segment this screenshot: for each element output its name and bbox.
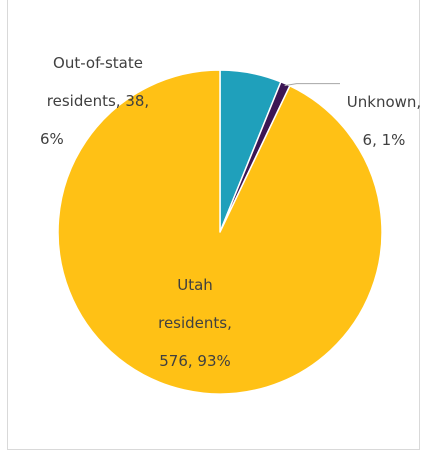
label-utah-line-2: residents,: [158, 314, 232, 332]
label-out-of-state-line-2: residents, 38,: [46, 92, 150, 110]
label-unknown-line-2: 6, 1%: [362, 131, 406, 149]
unknown-leader-line: [284, 83, 340, 87]
pie-slices: [57, 69, 383, 395]
label-out-of-state-line-1: Out-of-state: [53, 54, 143, 72]
label-utah-line-1: Utah: [177, 276, 213, 294]
label-utah-residents: Utah residents, 576, 93%: [135, 257, 255, 390]
label-unknown-line-1: Unknown,: [346, 93, 422, 111]
label-utah-line-3: 576, 93%: [159, 352, 231, 370]
label-out-of-state-line-3: 6%: [40, 130, 64, 148]
label-unknown: Unknown, 6, 1%: [342, 74, 426, 169]
label-out-of-state-residents: Out-of-state residents, 38, 6%: [38, 35, 158, 168]
slice-utah-residents: [57, 69, 383, 395]
